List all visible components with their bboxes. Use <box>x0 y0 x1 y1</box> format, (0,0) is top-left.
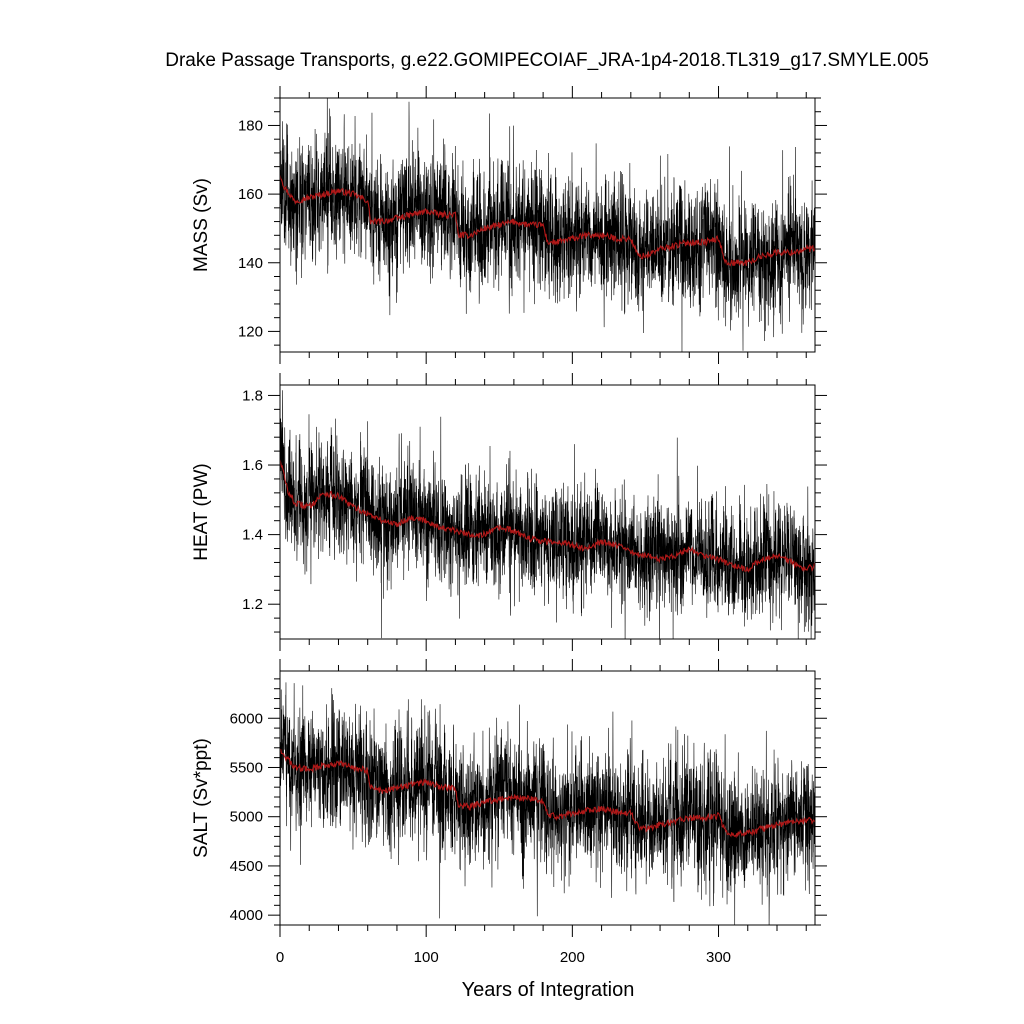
y-tick-label: 5500 <box>230 759 263 776</box>
x-axis <box>279 373 807 651</box>
y-axis-label: HEAT (PW) <box>191 463 212 560</box>
y-tick-label: 5000 <box>230 809 263 826</box>
plot-frame <box>279 97 816 353</box>
y-axis: 4000 4500 5000 5500 6000 <box>230 678 827 926</box>
y-tick-label: 160 <box>238 186 263 203</box>
x-axis: 0 100 200 300 <box>276 659 807 966</box>
plot-frame <box>279 670 816 926</box>
series-annual-mean <box>280 174 815 267</box>
panel-2: 1.2 1.4 1.6 1.8 HEAT (PW) <box>191 373 827 651</box>
panel-3: 4000 4500 5000 5500 6000 0 100 200 300 SALT (Sv*p… <box>191 659 827 966</box>
y-tick-label: 1.2 <box>242 596 263 613</box>
y-tick-label: 4000 <box>230 907 263 924</box>
panel-1: 120 140 160 180 MASS (Sv) <box>191 86 827 364</box>
series-monthly <box>280 682 815 925</box>
y-tick-label: 180 <box>238 117 263 134</box>
y-axis: 1.2 1.4 1.6 1.8 <box>242 387 827 633</box>
series-monthly <box>280 390 815 639</box>
series-group <box>280 390 815 639</box>
y-axis-label: MASS (Sv) <box>191 178 212 272</box>
y-axis-label: SALT (Sv*ppt) <box>191 738 212 858</box>
y-tick-label: 1.8 <box>242 387 263 404</box>
x-tick-label: 0 <box>276 949 284 966</box>
y-tick-label: 120 <box>238 323 263 340</box>
y-tick-label: 140 <box>238 255 263 272</box>
y-tick-label: 1.6 <box>242 457 263 474</box>
series-group <box>280 682 815 925</box>
y-tick-label: 1.4 <box>242 527 263 544</box>
y-tick-label: 6000 <box>230 710 263 727</box>
series-group <box>280 98 815 352</box>
y-tick-label: 4500 <box>230 858 263 875</box>
chart-title: Drake Passage Transports, g.e22.GOMIPECO… <box>165 50 929 71</box>
series-annual-mean <box>280 459 815 573</box>
x-tick-label: 100 <box>414 949 439 966</box>
series-monthly <box>280 98 815 352</box>
series-annual-mean <box>280 748 815 839</box>
x-axis <box>279 86 807 364</box>
y-axis: 120 140 160 180 <box>238 97 827 346</box>
x-tick-label: 300 <box>706 949 731 966</box>
panels: 120 140 160 180 MASS (Sv) 1.2 1.4 1.6 1.8 HEAT (P… <box>191 86 827 966</box>
x-tick-label: 200 <box>560 949 585 966</box>
x-axis-label: Years of Integration <box>462 979 635 1001</box>
plot-frame <box>279 384 816 640</box>
